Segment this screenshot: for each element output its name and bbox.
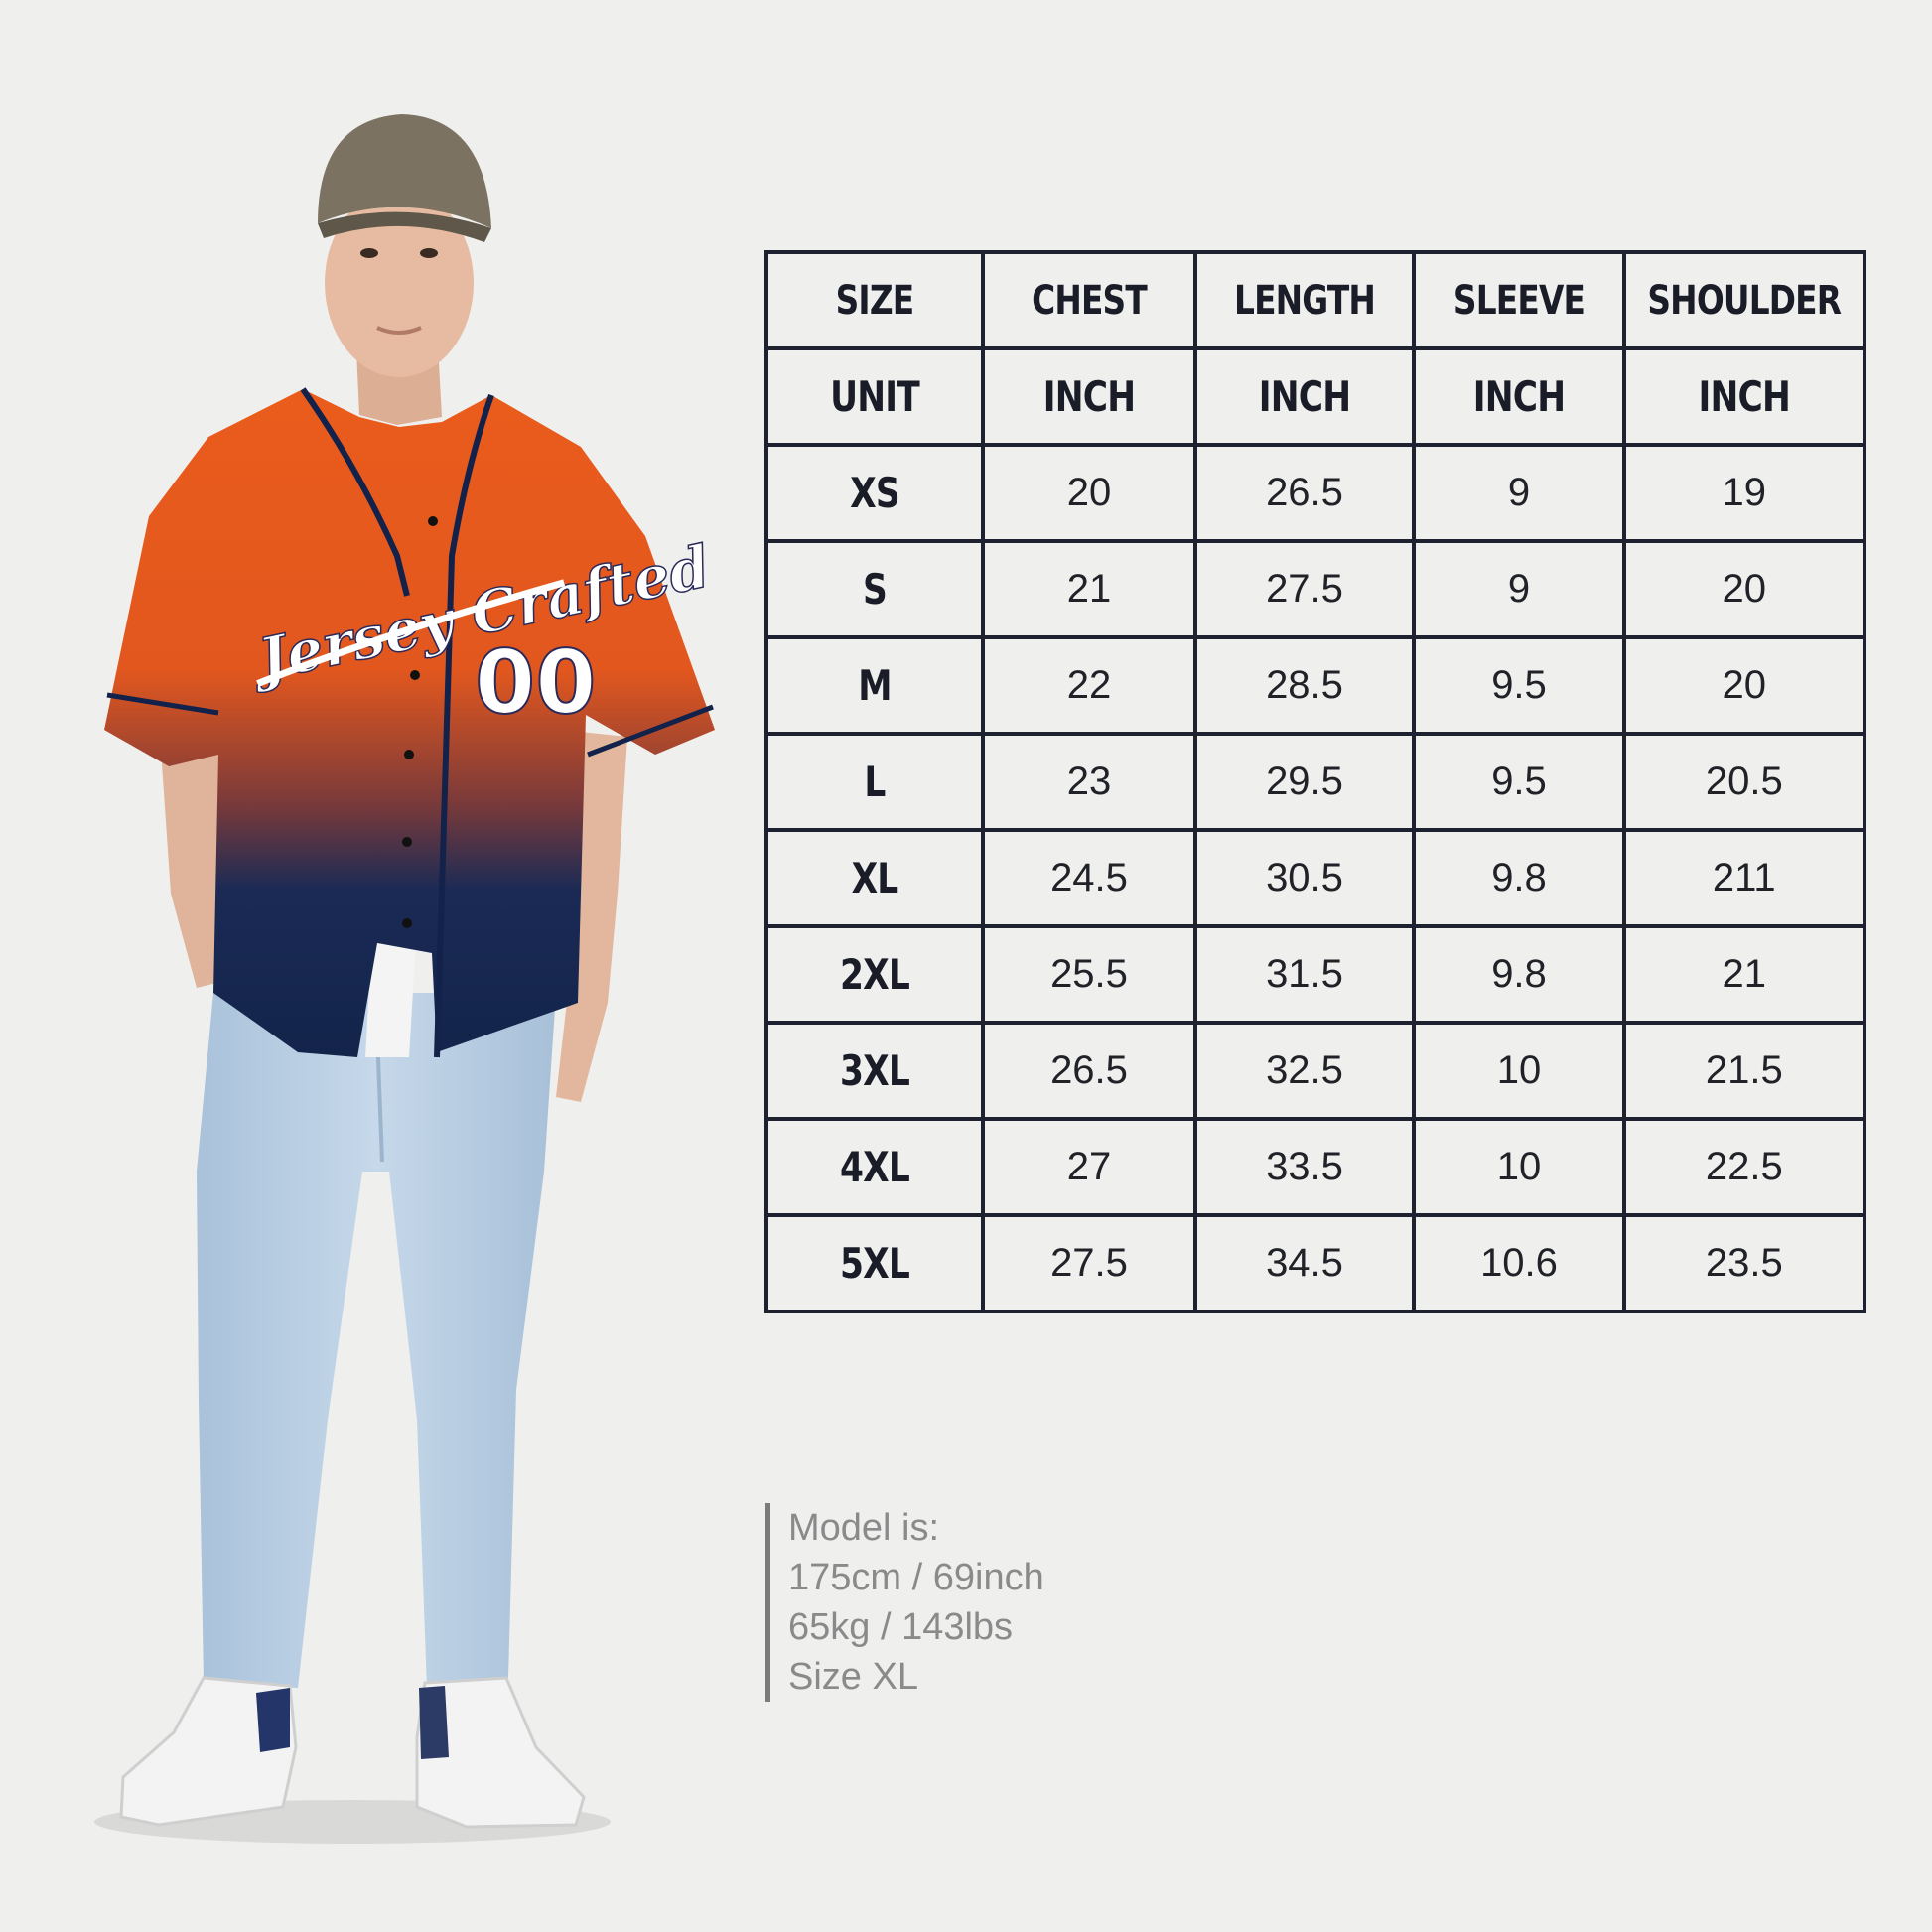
unit-length: INCH (1213, 346, 1396, 447)
cell-size: 3XL (783, 1021, 966, 1121)
size-chart-table: SIZE CHEST LENGTH SLEEVE SHOULDER UNIT I… (764, 250, 1866, 1313)
cell-shoulder: 20.5 (1622, 732, 1866, 832)
header-size: SIZE (783, 250, 966, 350)
unit-label: UNIT (783, 346, 966, 447)
cell-chest: 20 (981, 443, 1197, 543)
header-chest: CHEST (1000, 250, 1178, 350)
cell-chest: 22 (981, 635, 1197, 736)
cell-shoulder: 211 (1622, 828, 1866, 928)
model-info-line: Size XL (788, 1656, 918, 1698)
model-photo: Jersey Crafted 00 (94, 114, 716, 1844)
header-sleeve: SLEEVE (1431, 250, 1607, 350)
cell-length: 27.5 (1193, 539, 1416, 639)
jersey (104, 389, 715, 1057)
cell-shoulder: 23.5 (1622, 1213, 1866, 1313)
cell-sleeve: 10 (1412, 1021, 1626, 1121)
head (325, 189, 474, 377)
cell-shoulder: 22.5 (1622, 1117, 1866, 1217)
cell-size: L (783, 732, 966, 832)
cell-chest: 24.5 (981, 828, 1197, 928)
cell-size: S (783, 539, 966, 639)
cell-chest: 27.5 (981, 1213, 1197, 1313)
cell-length: 33.5 (1193, 1117, 1416, 1217)
cell-sleeve: 9.8 (1412, 828, 1626, 928)
model-info-line: Model is: (788, 1507, 940, 1549)
cell-size: 5XL (783, 1213, 966, 1313)
cell-sleeve: 10 (1412, 1117, 1626, 1217)
table-row: L 23 29.5 9.5 20.5 (766, 732, 1866, 832)
table-row: 2XL 25.5 31.5 9.8 21 (766, 924, 1866, 1025)
unit-chest: INCH (1000, 346, 1178, 447)
cell-length: 31.5 (1193, 924, 1416, 1025)
table-row: XL 24.5 30.5 9.8 211 (766, 828, 1866, 928)
cell-chest: 27 (981, 1117, 1197, 1217)
cell-sleeve: 9.5 (1412, 732, 1626, 832)
cell-length: 28.5 (1193, 635, 1416, 736)
unit-shoulder: INCH (1644, 346, 1845, 447)
cell-length: 34.5 (1193, 1213, 1416, 1313)
table-row: XS 20 26.5 9 19 (766, 443, 1866, 543)
left-shoe (119, 1676, 298, 1827)
cell-shoulder: 20 (1622, 635, 1866, 736)
cell-sleeve: 9 (1412, 539, 1626, 639)
cell-chest: 25.5 (981, 924, 1197, 1025)
cell-length: 32.5 (1193, 1021, 1416, 1121)
cell-size: XS (783, 443, 966, 543)
jersey-number: 00 (475, 631, 596, 734)
right-shoe (415, 1676, 586, 1829)
cell-sleeve: 9.8 (1412, 924, 1626, 1025)
cell-size: 2XL (783, 924, 966, 1025)
cell-size: 4XL (783, 1117, 966, 1217)
cell-chest: 21 (981, 539, 1197, 639)
model-info: Model is: 175cm / 69inch 65kg / 143lbs S… (765, 1503, 1044, 1702)
cell-shoulder: 21.5 (1622, 1021, 1866, 1121)
model-info-line: 65kg / 143lbs (788, 1606, 1014, 1648)
table-header-row: SIZE CHEST LENGTH SLEEVE SHOULDER (766, 250, 1864, 350)
unit-sleeve: INCH (1431, 346, 1607, 447)
table-unit-row: UNIT INCH INCH INCH INCH (766, 346, 1864, 447)
header-shoulder: SHOULDER (1644, 250, 1845, 350)
cell-size: XL (783, 828, 966, 928)
table-row: S 21 27.5 9 20 (766, 539, 1866, 639)
table-row: 5XL 27.5 34.5 10.6 23.5 (766, 1213, 1866, 1313)
table-row: 3XL 26.5 32.5 10 21.5 (766, 1021, 1866, 1121)
cell-sleeve: 9 (1412, 443, 1626, 543)
cell-shoulder: 21 (1622, 924, 1866, 1025)
cell-chest: 23 (981, 732, 1197, 832)
cell-shoulder: 20 (1622, 539, 1866, 639)
cell-sleeve: 9.5 (1412, 635, 1626, 736)
header-length: LENGTH (1213, 250, 1396, 350)
cell-length: 29.5 (1193, 732, 1416, 832)
cell-length: 30.5 (1193, 828, 1416, 928)
model-info-line: 175cm / 69inch (788, 1557, 1044, 1598)
table-row: 4XL 27 33.5 10 22.5 (766, 1117, 1866, 1217)
cell-size: M (783, 635, 966, 736)
cap (318, 114, 491, 228)
table-row: M 22 28.5 9.5 20 (766, 635, 1866, 736)
jeans (197, 993, 556, 1688)
cell-sleeve: 10.6 (1412, 1213, 1626, 1313)
left-arm (161, 750, 230, 988)
cell-length: 26.5 (1193, 443, 1416, 543)
cell-chest: 26.5 (981, 1021, 1197, 1121)
cell-shoulder: 19 (1622, 443, 1866, 543)
